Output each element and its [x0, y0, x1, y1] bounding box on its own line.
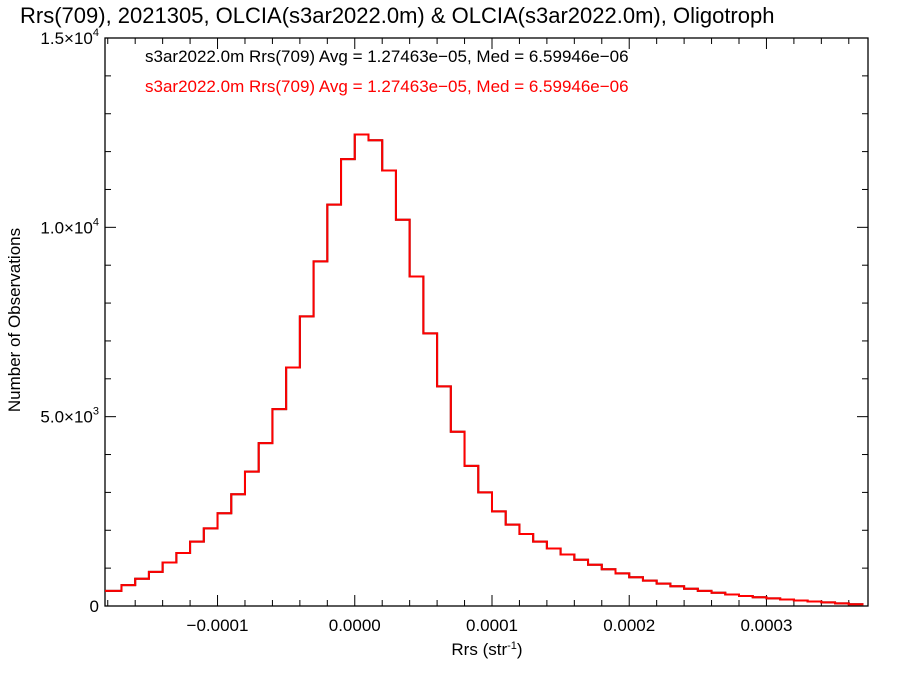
- legend-entry-1: s3ar2022.0m Rrs(709) Avg = 1.27463e−05, …: [145, 47, 629, 66]
- plot-frame: [104, 37, 869, 607]
- x-axis-ticks: −0.0001 0.0000 0.0001 0.0002 0.0003: [107, 38, 850, 635]
- x-axis-label: Rrs (str-1): [451, 640, 522, 659]
- x-tick-label: 0.0002: [603, 616, 655, 635]
- series-2-line: [105, 133, 864, 606]
- x-tick-label: 0.0000: [329, 616, 381, 635]
- x-axis-label-end: ): [517, 640, 523, 659]
- y-tick-label: 1.5×104: [40, 27, 99, 48]
- x-tick-label: 0.0003: [740, 616, 792, 635]
- y-axis-ticks: 0 5.0×103 1.0×104 1.5×104: [40, 27, 868, 616]
- x-axis-label-sup: -1: [507, 640, 517, 652]
- series-1-line: [105, 133, 864, 606]
- y-axis-label: Number of Observations: [5, 228, 24, 412]
- x-tick-label: 0.0001: [466, 616, 518, 635]
- x-tick-label: −0.0001: [187, 616, 249, 635]
- legend-entry-2: s3ar2022.0m Rrs(709) Avg = 1.27463e−05, …: [145, 77, 629, 96]
- series-layer: [105, 133, 864, 606]
- chart-title: Rrs(709), 2021305, OLCIA(s3ar2022.0m) & …: [20, 3, 774, 28]
- y-tick-label: 0: [90, 597, 99, 616]
- y-tick-label: 1.0×104: [40, 216, 99, 237]
- legend: s3ar2022.0m Rrs(709) Avg = 1.27463e−05, …: [145, 47, 629, 96]
- y-tick-label: 5.0×103: [40, 406, 99, 427]
- x-axis-label-main: Rrs (str: [451, 640, 507, 659]
